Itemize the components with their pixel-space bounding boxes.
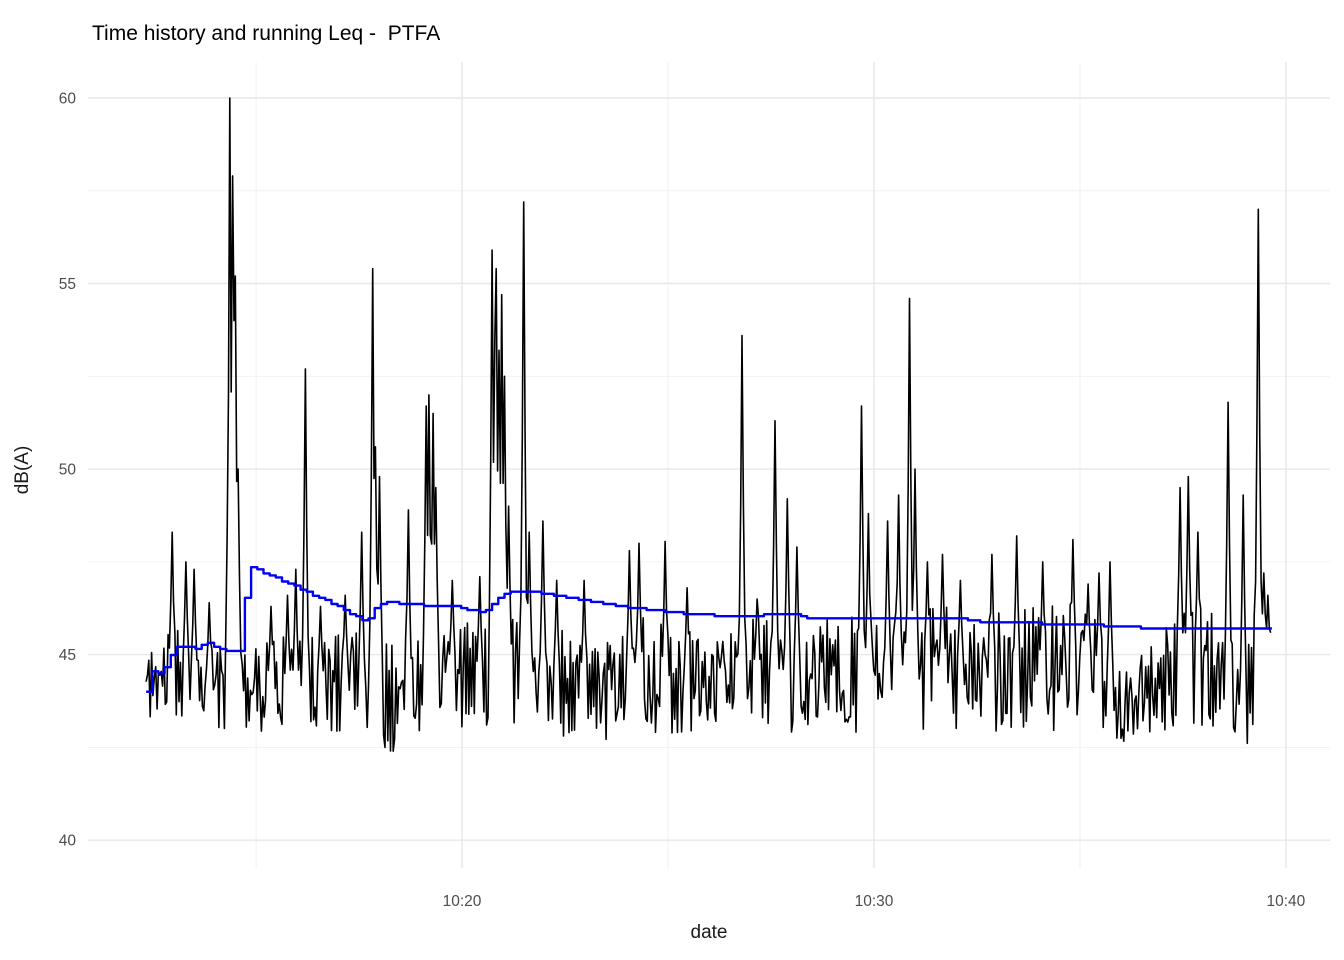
chart-title: Time history and running Leq - PTFA [92, 22, 440, 45]
x-tick-label: 10:20 [443, 893, 482, 910]
x-tick-label: 10:40 [1267, 893, 1306, 910]
axis-tick-labels: 40 45 50 55 60 10:20 10:30 10:40 [59, 91, 1306, 911]
time-history-line [145, 97, 1272, 752]
y-tick-label: 50 [59, 462, 77, 479]
x-tick-label: 10:30 [855, 893, 894, 910]
y-tick-label: 55 [59, 276, 76, 293]
gridlines [88, 62, 1330, 868]
series-lines [145, 97, 1272, 752]
y-tick-label: 40 [59, 833, 77, 850]
y-tick-label: 45 [59, 647, 76, 664]
y-tick-label: 60 [59, 91, 77, 108]
y-axis-title: dB(A) [12, 446, 33, 495]
x-axis-title: date [691, 922, 728, 943]
running-leq-line [146, 566, 1272, 693]
